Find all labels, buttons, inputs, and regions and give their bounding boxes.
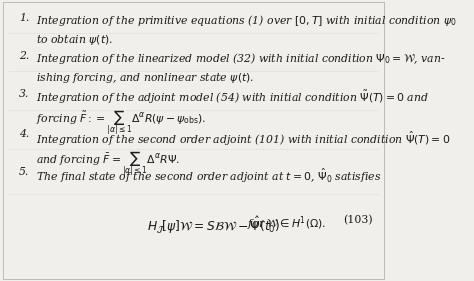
Text: forcing $\tilde{F} := \sum_{|\alpha|\leq 1} \Delta^\alpha R(\psi - \psi_{\mathrm: forcing $\tilde{F} := \sum_{|\alpha|\leq… (36, 109, 206, 137)
Text: $H_{\mathcal{J}}[\psi]\mathcal{W} = S\mathcal{B}\mathcal{W} - \hat{\Psi}(t_0)$: $H_{\mathcal{J}}[\psi]\mathcal{W} = S\ma… (147, 215, 281, 235)
Text: and forcing $\bar{F} = \sum_{|\alpha|\leq 1} \Delta^\alpha R\Psi$.: and forcing $\bar{F} = \sum_{|\alpha|\le… (36, 149, 180, 178)
Text: Integration of the linearized model (32) with initial condition $\Psi_0 = \mathc: Integration of the linearized model (32)… (36, 51, 446, 66)
FancyBboxPatch shape (3, 2, 384, 279)
Text: ishing forcing, and nonlinear state $\psi(t)$.: ishing forcing, and nonlinear state $\ps… (36, 71, 255, 85)
Text: Integration of the adjoint model (54) with initial condition $\tilde{\Psi}(T) = : Integration of the adjoint model (54) wi… (36, 89, 429, 106)
Text: 5.: 5. (19, 167, 29, 177)
Text: Integration of the second order adjoint (101) with initial condition $\hat{\Psi}: Integration of the second order adjoint … (36, 129, 451, 148)
Text: 3.: 3. (19, 89, 29, 99)
Text: to obtain $\psi(t)$.: to obtain $\psi(t)$. (36, 33, 113, 47)
Text: The final state of the second order adjoint at $t = 0$, $\hat{\Psi}_0$ satisfies: The final state of the second order adjo… (36, 167, 382, 185)
Text: 1.: 1. (19, 13, 29, 23)
Text: Integration of the primitive equations (1) over $[0, T]$ with initial condition : Integration of the primitive equations (… (36, 13, 457, 28)
Text: (103): (103) (343, 215, 373, 225)
Text: 4.: 4. (19, 129, 29, 139)
Text: 2.: 2. (19, 51, 29, 61)
Text: for $\mathcal{W} \in H^1(\Omega)$.: for $\mathcal{W} \in H^1(\Omega)$. (247, 215, 327, 233)
